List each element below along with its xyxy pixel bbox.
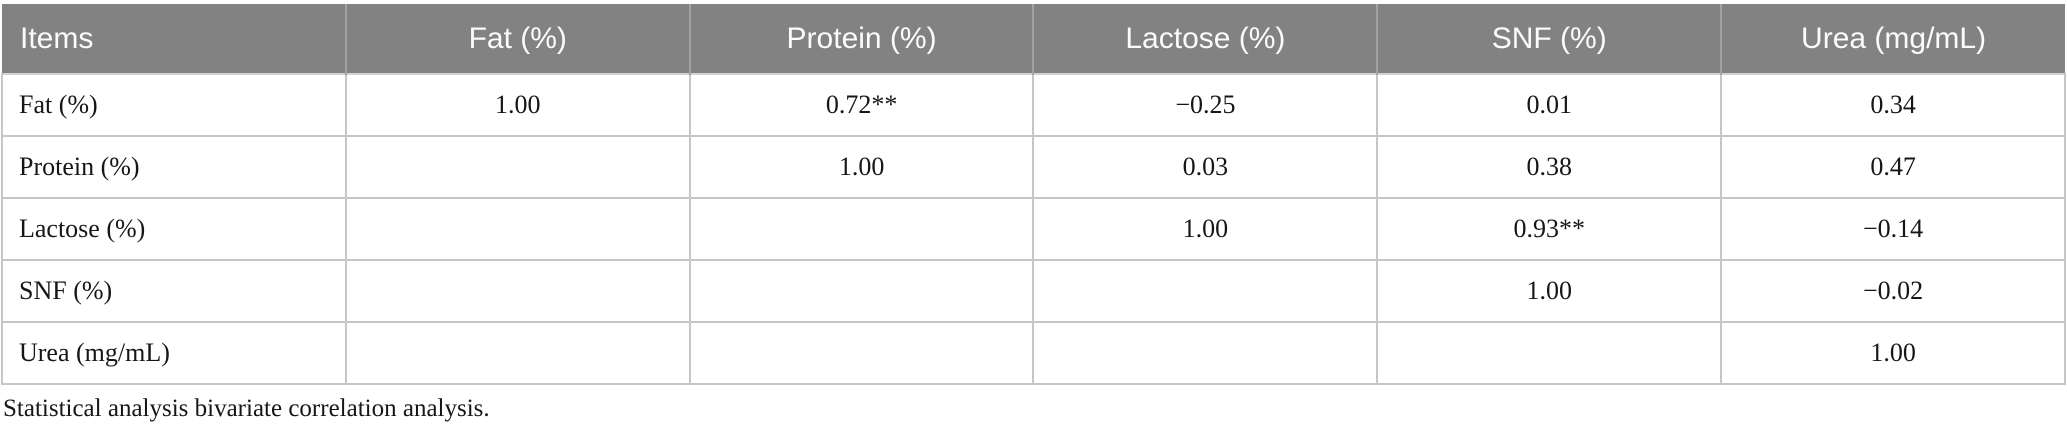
row-label-snf: SNF (%) [1, 260, 347, 323]
table-cell: 0.47 [1720, 136, 2066, 199]
table-cell: 1.00 [1720, 322, 2066, 385]
table-row: Fat (%) 1.00 0.72** −0.25 0.01 0.34 [1, 73, 2066, 137]
table-header: Items Fat (%) Protein (%) Lactose (%) SNF (%… [2, 4, 2065, 74]
table-cell [344, 260, 691, 323]
table-cell [1032, 322, 1379, 385]
correlation-table: Items Fat (%) Protein (%) Lactose (%) SNF (%… [1, 4, 2066, 385]
table-cell: 1.00 [688, 136, 1035, 199]
column-header-protein: Protein (%) [688, 4, 1034, 74]
column-header-lactose: Lactose (%) [1032, 4, 1378, 74]
table-cell: 0.93** [1376, 198, 1723, 261]
table-cell: 0.38 [1376, 136, 1723, 199]
table-cell: 0.34 [1720, 73, 2066, 137]
table-footnote: Statistical analysis bivariate correlati… [3, 395, 490, 422]
row-label-fat: Fat (%) [1, 73, 347, 137]
column-header-items: Items [2, 4, 346, 74]
table-body: Fat (%) 1.00 0.72** −0.25 0.01 0.34 Protein (%… [1, 73, 2066, 385]
row-label-lactose: Lactose (%) [1, 198, 347, 261]
table-cell: 1.00 [344, 73, 691, 137]
row-label-urea-mg-ml: Urea (mg/mL) [1, 322, 347, 385]
table-cell [344, 322, 691, 385]
table-cell [688, 260, 1035, 323]
table-row: Urea (mg/mL) 1.00 [1, 322, 2066, 385]
column-header-snf: SNF (%) [1376, 4, 1722, 74]
table-cell: 0.72** [688, 73, 1035, 137]
header-row: Items Fat (%) Protein (%) Lactose (%) SNF (%… [2, 4, 2065, 74]
table-cell: −0.02 [1720, 260, 2066, 323]
table-row: Protein (%) 1.00 0.03 0.38 0.47 [1, 136, 2066, 199]
page: Items Fat (%) Protein (%) Lactose (%) SNF (%… [1, 4, 2066, 422]
table-cell: 0.01 [1376, 73, 1723, 137]
table-row: SNF (%) 1.00 −0.02 [1, 260, 2066, 323]
table-cell: −0.25 [1032, 73, 1379, 137]
row-label-protein: Protein (%) [1, 136, 347, 199]
column-header-fat: Fat (%) [344, 4, 690, 74]
table-cell: 0.03 [1032, 136, 1379, 199]
column-header-urea-mg-ml: Urea (mg/mL) [1720, 4, 2065, 74]
table-cell [344, 136, 691, 199]
table-cell [344, 198, 691, 261]
table-cell [1376, 322, 1723, 385]
table-cell [688, 198, 1035, 261]
table-row: Lactose (%) 1.00 0.93** −0.14 [1, 198, 2066, 261]
table-cell: 1.00 [1032, 198, 1379, 261]
table-cell [1032, 260, 1379, 323]
table-cell: 1.00 [1376, 260, 1723, 323]
table-cell: −0.14 [1720, 198, 2066, 261]
table-cell [688, 322, 1035, 385]
